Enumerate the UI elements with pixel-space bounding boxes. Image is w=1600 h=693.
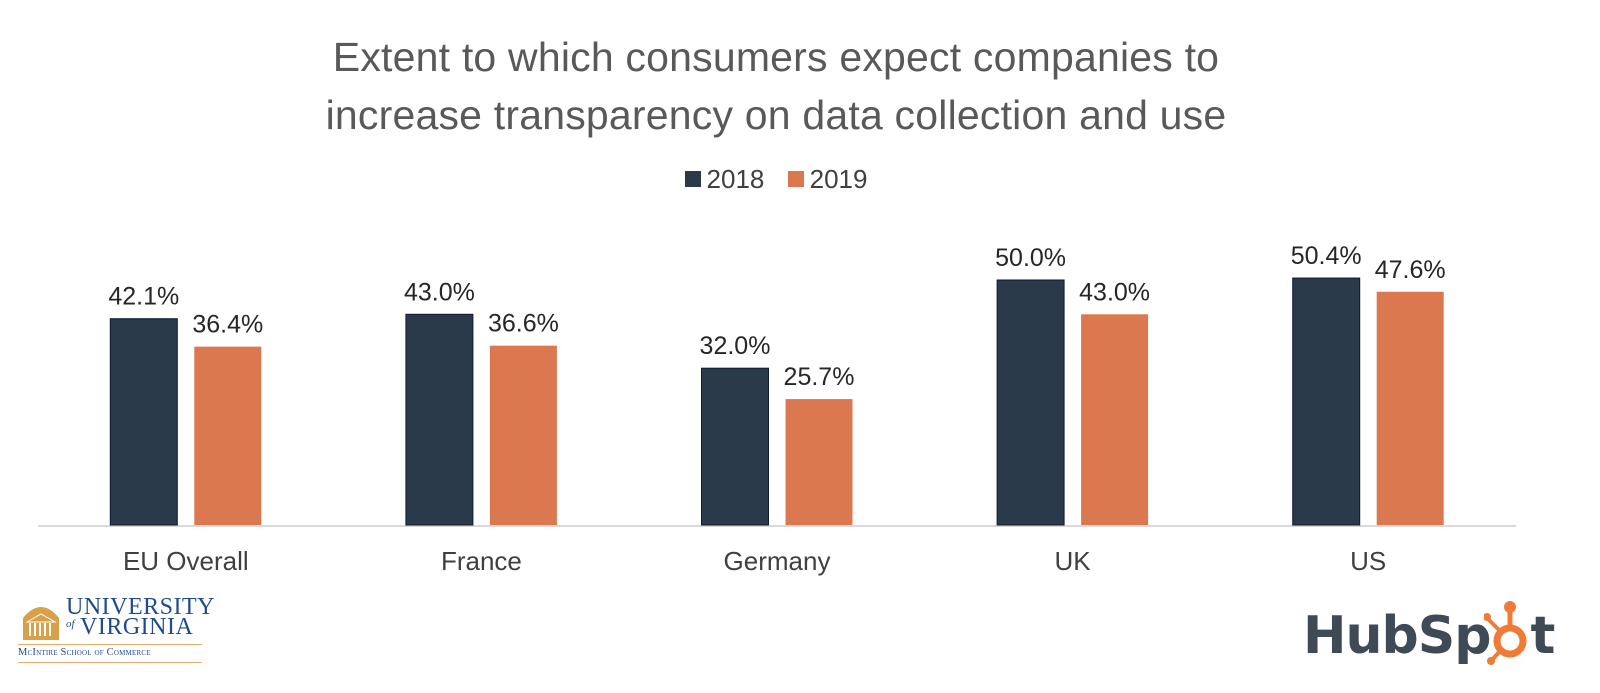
hubspot-sprocket-icon [1484,601,1530,665]
chart-title-line-2: increase transparency on data collection… [325,92,1227,138]
uva-divider-bottom [18,662,202,663]
bar-germany-2018 [701,367,769,526]
chart-legend: 2018 2019 [0,163,1552,195]
chart-title-line-1: Extent to which consumers expect compani… [332,34,1220,80]
data-label-eu-overall-2019: 36.4% [192,311,263,339]
data-label-germany-2018: 32.0% [700,332,771,360]
chart-title: Extent to which consumers expect compani… [0,28,1552,144]
uva-mcintire-logo: UNIVERSITY of VIRGINIA McIntire School o… [18,594,215,664]
uva-school-text: McIntire School of Commerce [18,647,151,658]
category-label-uk: UK [1055,546,1092,576]
bar-us-2019 [1376,291,1444,525]
data-label-eu-overall-2018: 42.1% [108,283,179,311]
hubspot-text-left: HubSp [1303,606,1491,666]
legend-label-2019: 2019 [809,163,868,194]
category-label-eu-overall: EU Overall [123,546,249,576]
uva-of-text: of [66,618,75,630]
data-label-france-2019: 36.6% [488,310,559,338]
data-label-germany-2019: 25.7% [784,363,855,391]
hubspot-text-right: t [1530,606,1555,666]
rotunda-icon [23,607,59,640]
data-label-us-2018: 50.4% [1291,242,1362,270]
uva-university-text: UNIVERSITY [66,594,215,620]
category-label-us: US [1350,546,1386,576]
bar-france-2018 [405,313,474,526]
bar-us-2018 [1292,277,1361,526]
legend-item-2019: 2019 [787,163,868,195]
uva-virginia-text: VIRGINIA [80,614,194,640]
legend-swatch-2018 [684,171,701,187]
bar-uk-2018 [996,279,1065,526]
bar-eu-overall-2018 [109,318,178,526]
legend-label-2018: 2018 [706,163,765,194]
hubspot-logo: HubSp t [1303,601,1555,666]
legend-item-2018: 2018 [684,163,765,195]
bar-uk-2019 [1081,314,1149,525]
data-label-uk-2019: 43.0% [1079,278,1150,306]
category-label-germany: Germany [724,546,831,576]
data-label-france-2018: 43.0% [404,278,475,306]
bar-germany-2019 [785,399,853,525]
data-label-us-2019: 47.6% [1375,256,1446,284]
uva-divider-top [18,644,202,645]
bar-eu-overall-2019 [194,346,262,525]
category-labels-group: EU Overall France Germany UK US [123,546,1386,576]
category-label-france: France [441,546,522,576]
bar-france-2019 [489,345,557,525]
legend-swatch-2019 [787,171,804,187]
data-label-uk-2018: 50.0% [995,244,1066,272]
bars-group [109,277,1444,526]
data-labels-group: 42.1% 36.4% 43.0% 36.6% 32.0% 25.7% 50.0% 43.0%… [108,242,1445,391]
